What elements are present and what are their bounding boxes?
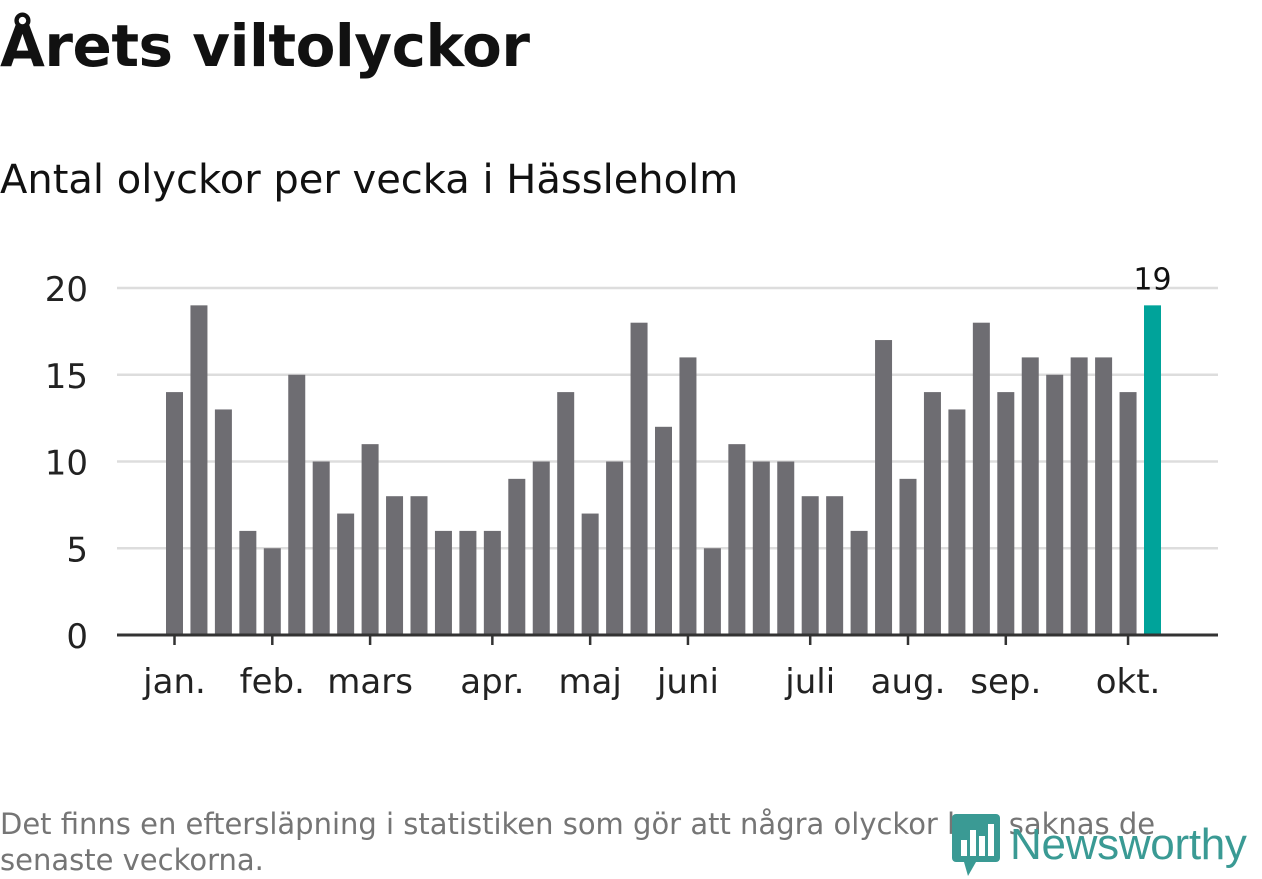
- bar: [459, 530, 477, 635]
- x-tick-label: feb.: [240, 662, 305, 702]
- bar: [630, 322, 648, 635]
- bar: [655, 426, 672, 635]
- chart-subtitle: Antal olyckor per vecka i Hässleholm: [0, 157, 739, 203]
- newsworthy-logo-text: Newsworthy: [1010, 820, 1247, 869]
- x-tick-label: okt.: [1096, 662, 1161, 702]
- newsworthy-logo-icon: [952, 814, 1000, 876]
- bar: [386, 496, 404, 635]
- x-tick-label: juli: [784, 662, 835, 702]
- bar: [1021, 357, 1039, 635]
- bar: [606, 461, 624, 635]
- bar: [1119, 392, 1137, 635]
- bar: [532, 461, 550, 635]
- x-tick-label: mars: [327, 662, 413, 702]
- bar: [166, 392, 183, 635]
- x-tick-label: aug.: [871, 662, 946, 702]
- bar: [508, 478, 526, 635]
- bar: [1046, 374, 1064, 635]
- bar: [875, 340, 893, 635]
- x-tick-label: juni: [656, 662, 719, 702]
- bar: [752, 461, 770, 635]
- bar: [801, 496, 819, 635]
- data-label: 19: [1133, 262, 1171, 297]
- bar-chart: 0 5 10 15 20 jan. feb. mars apr. maj juni juli aug. s…: [45, 262, 1218, 702]
- bar: [190, 305, 208, 635]
- bar: [410, 496, 428, 635]
- bar: [581, 513, 599, 635]
- newsworthy-logo: Newsworthy: [950, 812, 1247, 878]
- x-tick-label: jan.: [142, 662, 206, 702]
- bar: [312, 461, 330, 635]
- chart-title: Årets viltolyckor: [0, 12, 530, 80]
- y-tick-label: 10: [45, 444, 88, 484]
- bar: [288, 374, 306, 635]
- x-tick-label: sep.: [970, 662, 1041, 702]
- bar: [850, 530, 868, 635]
- bar: [361, 444, 379, 635]
- bar: [434, 530, 452, 635]
- y-tick-label: 20: [45, 270, 88, 310]
- x-tick-label: apr.: [460, 662, 524, 702]
- bar: [899, 478, 917, 635]
- bar: [777, 461, 795, 635]
- bar: [239, 530, 257, 635]
- y-tick-label: 5: [66, 530, 88, 570]
- bar: [703, 548, 721, 635]
- bar: [483, 530, 501, 635]
- y-tick-label: 0: [66, 617, 88, 657]
- bar: [997, 392, 1015, 635]
- y-tick-label: 15: [45, 357, 88, 397]
- bar: [948, 409, 966, 635]
- x-tick-label: maj: [558, 662, 621, 702]
- bar: [1070, 357, 1088, 635]
- bar: [972, 322, 990, 635]
- bar: [826, 496, 844, 635]
- bar: [557, 392, 575, 635]
- bar: [728, 444, 746, 635]
- bar: [1095, 357, 1113, 635]
- bar: [337, 513, 355, 635]
- bar: [214, 409, 232, 635]
- bar: [263, 548, 281, 635]
- bar: [679, 357, 697, 635]
- bar: [1144, 305, 1161, 635]
- bar: [923, 392, 941, 635]
